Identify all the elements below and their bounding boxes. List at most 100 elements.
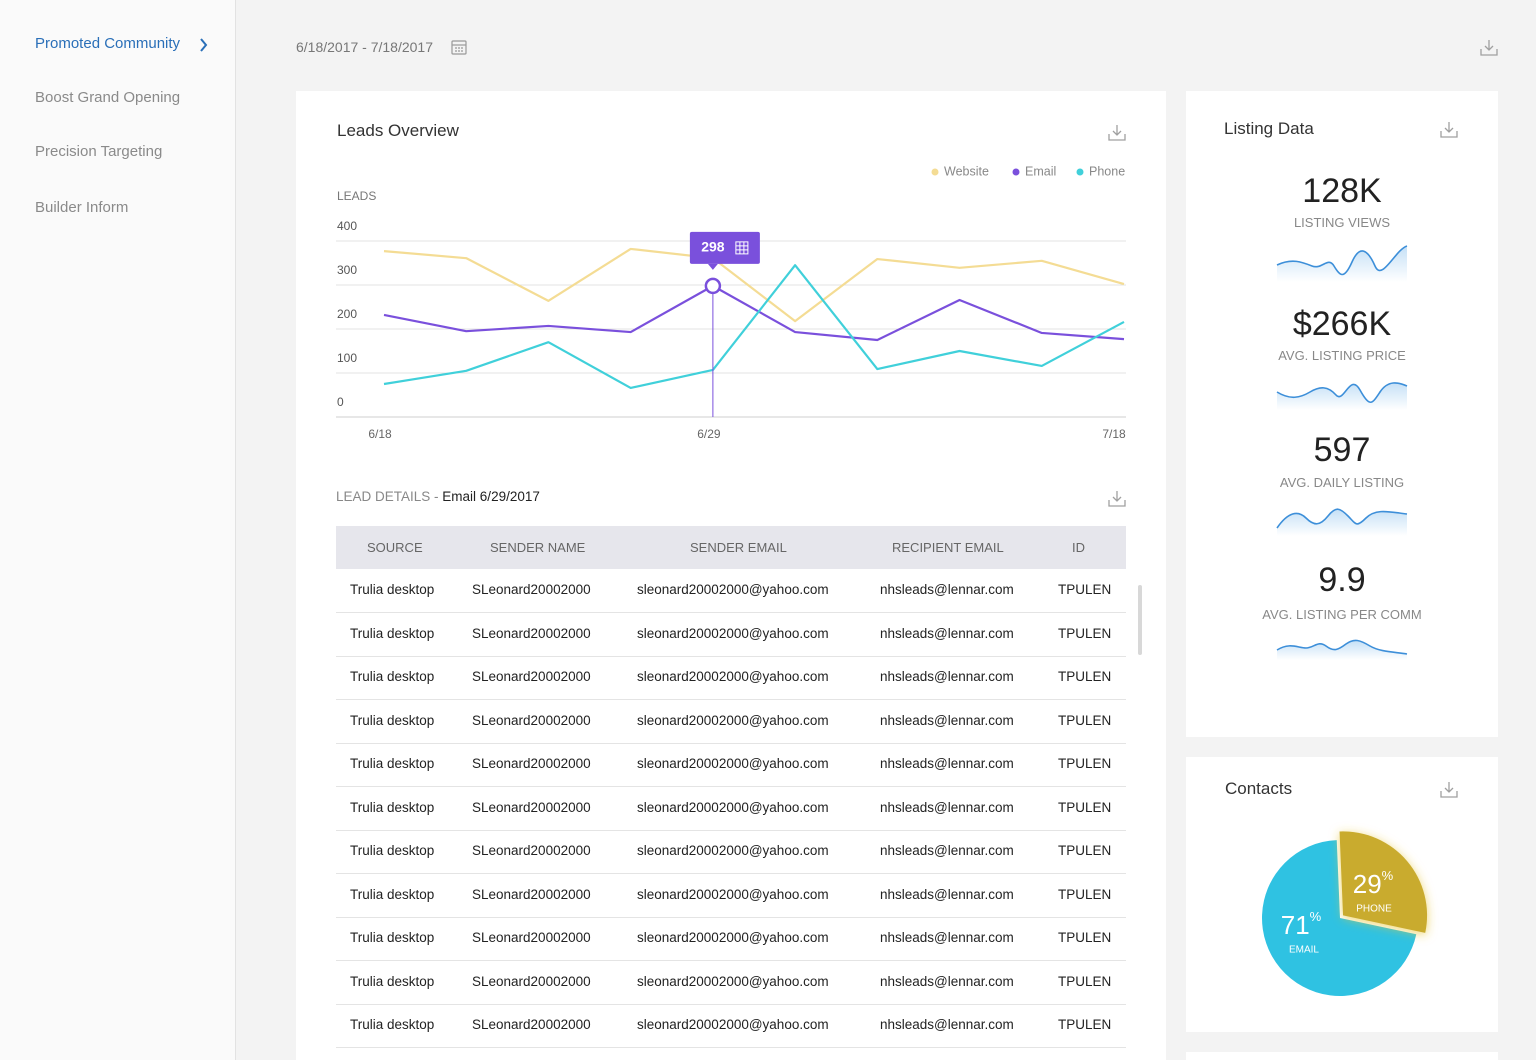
- column-header: SENDER NAME: [490, 540, 586, 555]
- table-cell: SLeonard20002000: [472, 799, 591, 815]
- sparkline: [1276, 382, 1408, 404]
- legend-label: Email: [1025, 164, 1056, 178]
- column-header: RECIPIENT EMAIL: [892, 540, 1004, 555]
- stat-value: 9.9: [1318, 561, 1366, 599]
- table-cell: Trulia desktop: [350, 886, 435, 902]
- table-cell: SLeonard20002000: [472, 843, 591, 858]
- sparkline-area: [1277, 246, 1407, 282]
- download-arrow: [1112, 491, 1122, 502]
- download-tray: [1108, 500, 1126, 507]
- table-cell: nhsleads@lennar.com: [880, 843, 1014, 858]
- table-cell: TPULEN: [1058, 756, 1112, 771]
- legend-dot: [931, 168, 939, 176]
- table-header: SOURCE SENDER NAME SENDER EMAIL RECIPIENT E…: [336, 526, 1126, 569]
- pie-value: 71: [1281, 910, 1310, 940]
- series-line: [383, 284, 1125, 342]
- table-cell: nhsleads@lennar.com: [880, 756, 1014, 771]
- table-cell: nhsleads@lennar.com: [880, 712, 1014, 728]
- table-cell: Trulia desktop: [350, 1017, 435, 1032]
- pie-value-label: 71%: [1281, 909, 1322, 939]
- next-card: [1186, 1052, 1498, 1060]
- listing-card: [1186, 91, 1498, 737]
- pie-value: 29: [1353, 869, 1382, 899]
- table-cell: nhsleads@lennar.com: [880, 799, 1014, 815]
- table-cell: Trulia desktop: [350, 582, 435, 597]
- lead-details-heading: LEAD DETAILS - Email 6/29/2017: [336, 488, 540, 506]
- calendar-icon[interactable]: [451, 40, 467, 55]
- table-cell: SLeonard20002000: [472, 973, 591, 989]
- table-cell: SLeonard20002000: [472, 582, 591, 597]
- table-cell: Trulia desktop: [350, 712, 435, 728]
- table-cell: Trulia desktop: [350, 625, 435, 641]
- stat-label: LISTING VIEWS: [1293, 215, 1391, 230]
- nav-item[interactable]: Boost Grand Opening: [35, 89, 181, 106]
- table-cell: sleonard20002000@yahoo.com: [637, 973, 829, 989]
- table-cell: SLeonard20002000: [472, 1017, 591, 1032]
- download-icon[interactable]: [1108, 491, 1126, 507]
- table-cell: nhsleads@lennar.com: [880, 930, 1014, 945]
- column-header: SENDER EMAIL: [690, 540, 787, 555]
- table-row: Trulia desktop SLeonard20002000 sleonard20…: [336, 700, 1126, 744]
- stat-label: AVG. LISTING PRICE: [1278, 348, 1406, 363]
- download-icon[interactable]: [1440, 122, 1458, 138]
- nav-item[interactable]: Promoted Community: [35, 35, 181, 52]
- pie-slice: [1262, 840, 1417, 997]
- table-cell: SLeonard20002000: [472, 756, 591, 771]
- pie-value-label: 29%: [1353, 868, 1394, 898]
- download-tray: [1440, 131, 1458, 138]
- table-cell: TPULEN: [1058, 973, 1112, 989]
- download-tray: [1440, 791, 1458, 798]
- table-cell: sleonard20002000@yahoo.com: [637, 930, 829, 945]
- series-line: [383, 247, 1125, 323]
- y-tick-label: 400: [337, 219, 357, 233]
- table-cell: SLeonard20002000: [472, 669, 591, 684]
- nav-item[interactable]: Builder Inform: [35, 199, 129, 216]
- chevron-icon: [200, 38, 208, 52]
- nav-item[interactable]: Precision Targeting: [35, 143, 163, 160]
- table-row: Trulia desktop SLeonard20002000 sleonard20…: [336, 1004, 1126, 1048]
- x-tick-label: 7/18: [1102, 427, 1126, 441]
- table-cell: sleonard20002000@yahoo.com: [637, 886, 829, 902]
- stat-value: $266K: [1292, 305, 1392, 343]
- sidebar: Promoted Community Boost Grand Opening P…: [0, 0, 236, 1060]
- series-line: [383, 264, 1125, 390]
- table-cell: nhsleads@lennar.com: [880, 886, 1014, 902]
- table-cell: nhsleads@lennar.com: [880, 625, 1014, 641]
- sparkline: [1276, 508, 1408, 529]
- table-cell: SLeonard20002000: [472, 712, 591, 728]
- table-cell: sleonard20002000@yahoo.com: [637, 799, 829, 815]
- table-cell: Trulia desktop: [350, 756, 435, 771]
- download-arrow: [1444, 782, 1454, 793]
- table-cell: sleonard20002000@yahoo.com: [637, 1017, 829, 1032]
- pie-slice: [1339, 831, 1428, 933]
- stat-label: AVG. DAILY LISTING: [1279, 475, 1405, 490]
- pie-category: PHONE: [1356, 904, 1392, 915]
- date-range[interactable]: 6/18/2017 - 7/18/2017: [296, 39, 434, 55]
- legend-dot: [1012, 168, 1020, 176]
- table-row: Trulia desktop SLeonard20002000 sleonard20…: [336, 743, 1126, 787]
- tooltip-icon: [735, 241, 749, 255]
- legend-dot: [1076, 168, 1084, 176]
- table-cell: sleonard20002000@yahoo.com: [637, 843, 829, 858]
- table-cell: TPULEN: [1058, 1017, 1112, 1032]
- tooltip: [689, 231, 760, 264]
- y-tick-label: 100: [337, 351, 357, 365]
- pie-category: EMAIL: [1289, 945, 1319, 956]
- column-header: SOURCE: [367, 540, 423, 555]
- table-row: Trulia desktop SLeonard20002000 sleonard20…: [336, 917, 1126, 961]
- table-cell: nhsleads@lennar.com: [880, 582, 1014, 597]
- table-cell: nhsleads@lennar.com: [880, 1017, 1014, 1032]
- lead-details-label: LEAD DETAILS -: [336, 489, 439, 504]
- y-axis-label: LEADS: [337, 189, 376, 203]
- table-cell: TPULEN: [1058, 625, 1112, 641]
- table-cell: SLeonard20002000: [472, 886, 591, 902]
- download-arrow: [1444, 122, 1454, 133]
- table-cell: Trulia desktop: [350, 799, 435, 815]
- download-icon[interactable]: [1108, 125, 1126, 141]
- download-icon[interactable]: [1480, 40, 1498, 56]
- table-cell: Trulia desktop: [350, 930, 435, 945]
- scrollbar[interactable]: [1138, 585, 1142, 655]
- table-cell: nhsleads@lennar.com: [880, 669, 1014, 684]
- stat-value: 597: [1313, 431, 1371, 469]
- download-icon[interactable]: [1440, 782, 1458, 798]
